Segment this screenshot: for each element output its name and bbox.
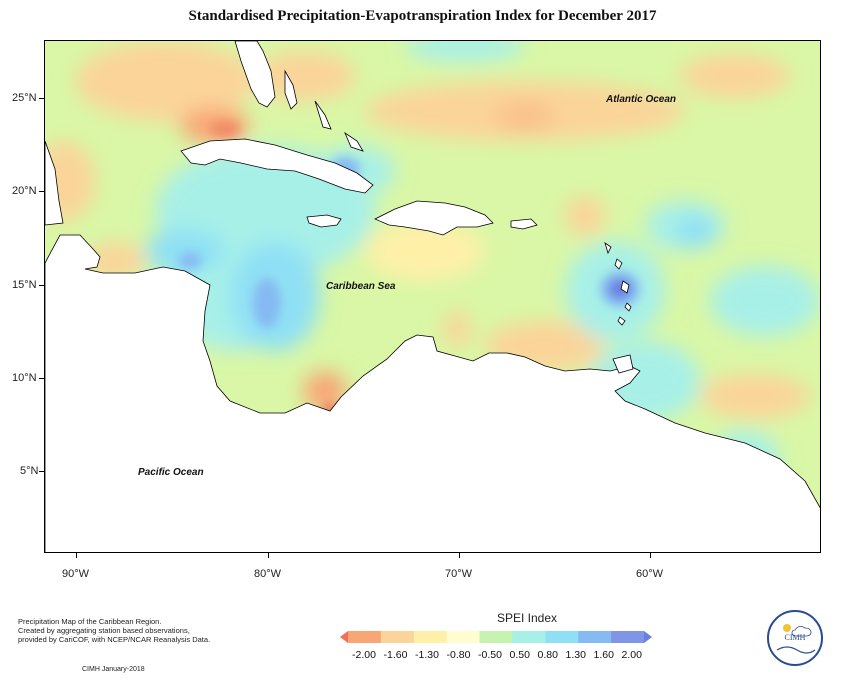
map-canvas [45,41,820,552]
lon-tick [459,553,460,558]
legend-swatch [446,631,481,643]
sun-icon [776,624,816,654]
legend-tick-labels: -2.00 -1.60 -1.30 -0.80 -0.50 0.50 0.80 … [352,649,642,661]
legend-tick: -1.60 [383,649,408,661]
credit-date: CIMH January-2018 [82,666,145,673]
map-credits: Precipitation Map of the Caribbean Regio… [18,617,258,644]
legend-swatch [611,631,645,643]
lon-tick [76,553,77,558]
legend-swatch [578,631,612,643]
lat-label-15n: 15°N [12,279,37,291]
lat-tick [39,191,44,192]
caribbean-sea-label: Caribbean Sea [326,281,396,292]
legend-swatch [479,631,513,643]
atlantic-ocean-label: Atlantic Ocean [606,94,677,105]
lat-label-10n: 10°N [12,372,37,384]
legend-tick: -0.80 [446,649,471,661]
logo-text: CIMH [784,633,806,642]
lon-label-60w: 60°W [636,568,664,580]
credit-line: Precipitation Map of the Caribbean Regio… [18,617,162,626]
spei-map [44,40,821,553]
lat-tick [39,98,44,99]
lat-label-5n: 5°N [20,465,39,477]
legend-tick: -2.00 [352,649,376,661]
credit-line: provided by CariCOF, with NCEP/NCAR Rean… [18,635,211,644]
legend-swatch [413,631,448,643]
pacific-ocean-label: Pacific Ocean [138,467,204,478]
legend-tick: 1.60 [593,649,614,661]
legend-swatch [380,631,415,643]
lat-tick [39,378,44,379]
land-masses [45,41,820,552]
legend-tick: 2.00 [621,649,642,661]
legend-swatch [512,631,546,643]
lon-label-90w: 90°W [62,568,90,580]
lon-tick [650,553,651,558]
legend-tick: 1.30 [565,649,586,661]
legend-swatch [340,631,348,643]
legend-swatch [348,631,382,643]
legend-tick: -1.30 [415,649,439,661]
legend-tick: -0.50 [478,649,502,661]
lat-tick [39,285,44,286]
lat-label-25n: 25°N [12,92,37,104]
lon-label-80w: 80°W [254,568,282,580]
credit-line: Created by aggregating station based obs… [18,626,190,635]
lat-label-20n: 20°N [12,185,37,197]
lon-label-70w: 70°W [445,568,473,580]
cimh-logo: CIMH [767,610,823,666]
legend-colorbar [340,631,652,643]
legend-tick: 0.80 [537,649,558,661]
lon-tick [268,553,269,558]
lat-tick [39,471,44,472]
legend-swatch [545,631,579,643]
legend-title: SPEI Index [496,611,558,625]
legend-tick: 0.50 [509,649,530,661]
map-title: Standardised Precipitation-Evapotranspir… [188,8,657,24]
legend-swatch [644,631,652,643]
